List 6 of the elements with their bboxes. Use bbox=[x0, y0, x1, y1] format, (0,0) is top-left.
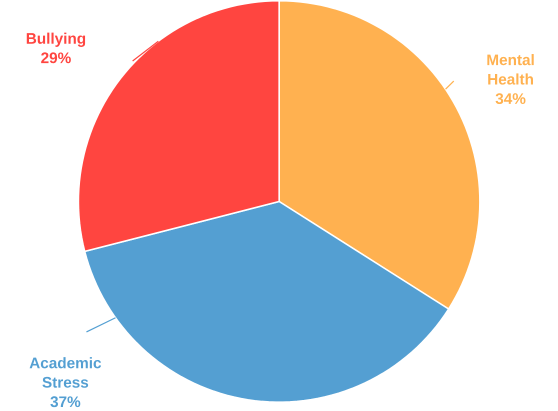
slice-label: Academic Stress bbox=[30, 357, 102, 388]
data-label: 29% bbox=[41, 52, 71, 64]
slice-label: Mental Health bbox=[487, 54, 534, 85]
data-label: 34% bbox=[496, 93, 526, 104]
slice-label: Bullying bbox=[26, 32, 86, 48]
data-label: 37% bbox=[50, 396, 80, 408]
